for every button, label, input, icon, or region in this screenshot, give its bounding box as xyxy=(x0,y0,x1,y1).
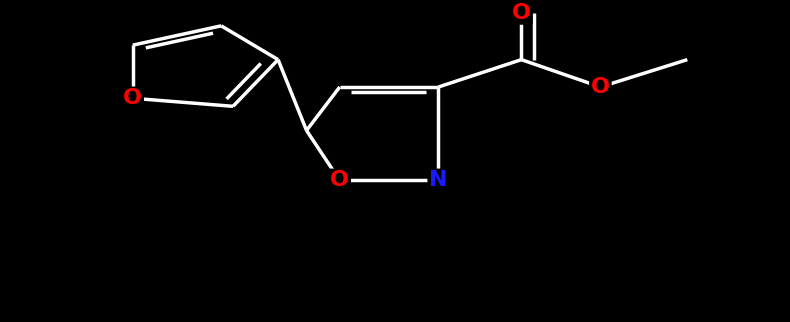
Text: O: O xyxy=(123,88,142,108)
Text: O: O xyxy=(591,77,610,97)
Text: O: O xyxy=(512,3,531,23)
Text: N: N xyxy=(429,170,448,190)
Text: O: O xyxy=(330,170,349,190)
